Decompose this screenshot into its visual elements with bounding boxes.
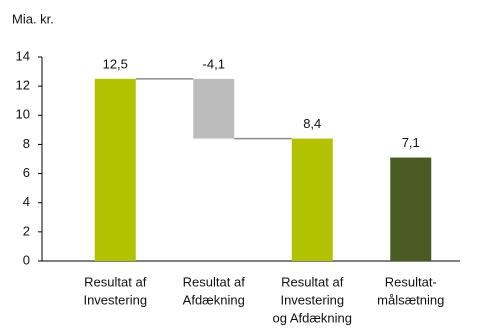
y-unit: Mia. kr. [12, 11, 54, 26]
x-tick-label: Investering [83, 292, 147, 307]
value-label: 7,1 [402, 135, 420, 150]
y-tick-label: 12 [16, 78, 30, 93]
x-tick-label: Afdækning [183, 292, 245, 307]
y-tick-label: 8 [23, 136, 30, 151]
y-tick-label: 0 [23, 252, 30, 267]
y-tick-label: 6 [23, 165, 30, 180]
x-tick-label: målsætning [377, 292, 444, 307]
bar [291, 138, 333, 261]
y-tick-label: 2 [23, 223, 30, 238]
x-tick-label: og Afdækning [272, 310, 352, 325]
y-tick-label: 14 [16, 48, 30, 63]
y-tick-label: 4 [23, 194, 30, 209]
x-tick-label: Investering [280, 292, 344, 307]
y-tick-label: 10 [16, 107, 30, 122]
x-tick-label: Resultat- [385, 274, 437, 289]
bar [94, 78, 136, 261]
value-label: -4,1 [203, 56, 225, 71]
value-label: 8,4 [303, 116, 321, 131]
x-tick-label: Resultat af [183, 274, 246, 289]
x-tick-label: Resultat af [84, 274, 147, 289]
bar [193, 78, 235, 139]
value-label: 12,5 [103, 56, 128, 71]
x-tick-label: Resultat af [281, 274, 344, 289]
bar [390, 157, 432, 261]
